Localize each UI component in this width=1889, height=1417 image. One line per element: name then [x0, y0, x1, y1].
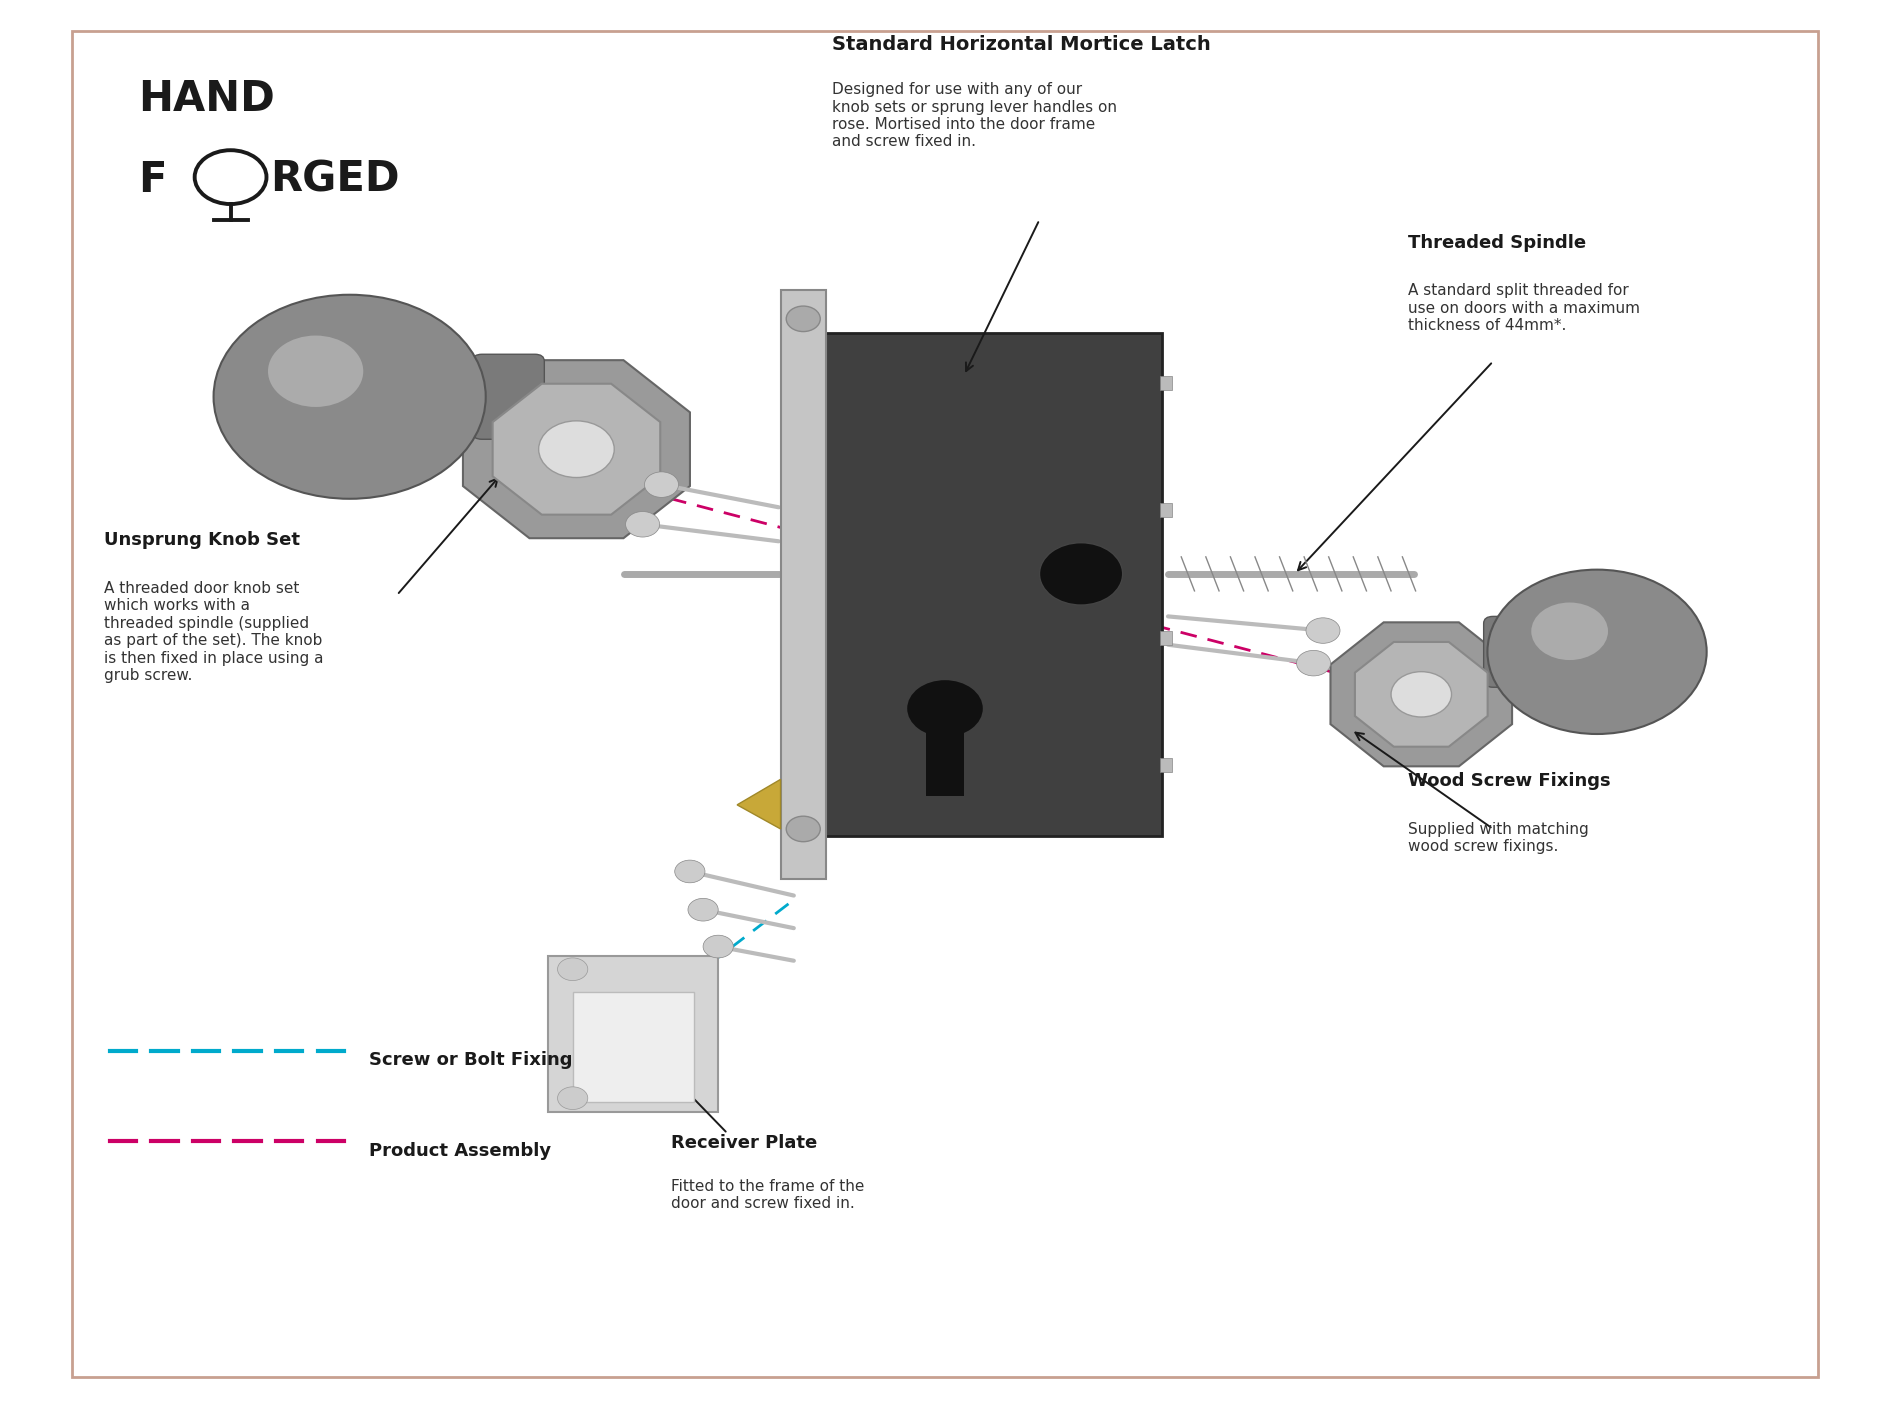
Circle shape — [1487, 570, 1706, 734]
FancyBboxPatch shape — [1483, 616, 1549, 687]
Circle shape — [703, 935, 733, 958]
Circle shape — [786, 816, 820, 842]
Text: Unsprung Knob Set: Unsprung Knob Set — [104, 531, 300, 550]
Circle shape — [195, 150, 266, 204]
Text: Product Assembly: Product Assembly — [368, 1142, 550, 1159]
FancyBboxPatch shape — [572, 992, 693, 1102]
Text: Threaded Spindle: Threaded Spindle — [1407, 234, 1585, 252]
Text: A standard split threaded for
use on doors with a maximum
thickness of 44mm*.: A standard split threaded for use on doo… — [1407, 283, 1640, 333]
Circle shape — [213, 295, 485, 499]
Circle shape — [1296, 650, 1330, 676]
Circle shape — [1039, 543, 1122, 605]
Polygon shape — [493, 384, 659, 514]
Circle shape — [1390, 672, 1451, 717]
Text: Receiver Plate: Receiver Plate — [671, 1134, 816, 1152]
FancyBboxPatch shape — [780, 290, 825, 879]
Circle shape — [674, 860, 705, 883]
Circle shape — [688, 898, 718, 921]
Bar — [1160, 376, 1171, 390]
Text: Supplied with matching
wood screw fixings.: Supplied with matching wood screw fixing… — [1407, 822, 1589, 854]
Bar — [926, 718, 963, 796]
Circle shape — [268, 336, 363, 407]
Circle shape — [557, 1087, 587, 1110]
FancyBboxPatch shape — [793, 333, 1162, 836]
Circle shape — [1530, 602, 1608, 660]
Text: F: F — [138, 159, 166, 201]
Text: RGED: RGED — [270, 159, 400, 201]
Bar — [1160, 503, 1171, 517]
Circle shape — [1305, 618, 1339, 643]
Text: Wood Screw Fixings: Wood Screw Fixings — [1407, 772, 1609, 791]
Circle shape — [538, 421, 614, 478]
Text: Designed for use with any of our
knob sets or sprung lever handles on
rose. Mort: Designed for use with any of our knob se… — [831, 82, 1116, 149]
Circle shape — [907, 680, 982, 737]
Circle shape — [625, 512, 659, 537]
Polygon shape — [463, 360, 689, 538]
Polygon shape — [1354, 642, 1487, 747]
Polygon shape — [1330, 622, 1511, 767]
FancyBboxPatch shape — [472, 354, 544, 439]
Bar — [1160, 631, 1171, 645]
Text: Screw or Bolt Fixings: Screw or Bolt Fixings — [368, 1051, 582, 1068]
Circle shape — [644, 472, 678, 497]
Circle shape — [557, 958, 587, 981]
Bar — [1160, 758, 1171, 772]
Circle shape — [786, 306, 820, 332]
FancyBboxPatch shape — [548, 956, 718, 1112]
Text: A threaded door knob set
which works with a
threaded spindle (supplied
as part o: A threaded door knob set which works wit… — [104, 581, 323, 683]
Text: HAND: HAND — [138, 78, 274, 120]
Text: Standard Horizontal Mortice Latch: Standard Horizontal Mortice Latch — [831, 35, 1209, 54]
Polygon shape — [737, 779, 780, 829]
Text: Fitted to the frame of the
door and screw fixed in.: Fitted to the frame of the door and scre… — [671, 1179, 863, 1212]
